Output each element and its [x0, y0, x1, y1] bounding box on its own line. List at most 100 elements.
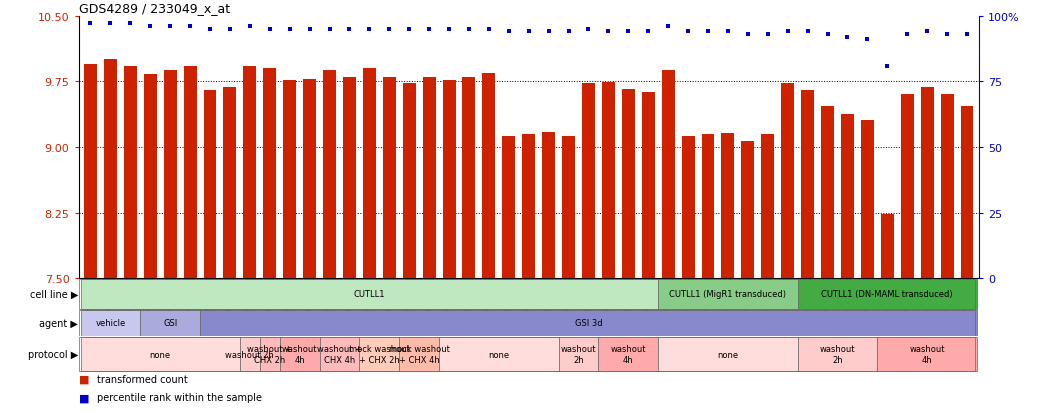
Bar: [140, 310, 200, 336]
Text: ■: ■: [79, 392, 89, 402]
Bar: [240, 337, 260, 371]
Point: [401, 26, 418, 33]
Bar: [423, 78, 436, 279]
Text: washout
4h: washout 4h: [610, 344, 646, 364]
Text: none: none: [488, 350, 510, 358]
Point: [520, 29, 537, 36]
Text: GSI: GSI: [163, 319, 177, 328]
Bar: [900, 95, 914, 279]
Point: [600, 29, 617, 36]
Point: [699, 29, 716, 36]
Bar: [798, 280, 977, 309]
Point: [939, 31, 956, 38]
Point: [341, 26, 358, 33]
Bar: [280, 337, 319, 371]
Bar: [243, 66, 257, 279]
Bar: [359, 337, 399, 371]
Bar: [582, 84, 595, 279]
Text: washout +
CHX 4h: washout + CHX 4h: [317, 344, 362, 364]
Bar: [463, 78, 475, 279]
Bar: [260, 337, 280, 371]
Point: [182, 24, 199, 30]
Bar: [304, 79, 316, 279]
Bar: [659, 280, 798, 309]
Bar: [781, 84, 795, 279]
Text: CUTLL1 (DN-MAML transduced): CUTLL1 (DN-MAML transduced): [822, 290, 953, 299]
Bar: [821, 107, 834, 279]
Point: [262, 26, 279, 33]
Bar: [798, 337, 877, 371]
Bar: [343, 78, 356, 279]
Bar: [223, 88, 237, 279]
Text: washout
2h: washout 2h: [561, 344, 597, 364]
Point: [660, 24, 676, 30]
Bar: [559, 337, 599, 371]
Bar: [283, 81, 296, 279]
Point: [302, 26, 318, 33]
Point: [121, 21, 138, 28]
Text: vehicle: vehicle: [95, 319, 126, 328]
Point: [779, 29, 796, 36]
Bar: [104, 60, 117, 279]
Point: [799, 29, 816, 36]
Bar: [659, 337, 798, 371]
Point: [878, 63, 895, 70]
Point: [162, 24, 179, 30]
Text: mock washout
+ CHX 2h: mock washout + CHX 2h: [349, 344, 409, 364]
Point: [242, 24, 259, 30]
Point: [919, 29, 936, 36]
Bar: [741, 142, 754, 279]
Point: [82, 21, 98, 28]
Bar: [324, 71, 336, 279]
Point: [500, 29, 517, 36]
Bar: [881, 215, 894, 279]
Text: percentile rank within the sample: percentile rank within the sample: [97, 392, 263, 402]
Bar: [642, 93, 654, 279]
Text: washout +
CHX 2h: washout + CHX 2h: [247, 344, 292, 364]
Bar: [143, 75, 157, 279]
Text: GSI 3d: GSI 3d: [575, 319, 602, 328]
Bar: [200, 310, 977, 336]
Bar: [183, 66, 197, 279]
Bar: [81, 310, 140, 336]
Point: [421, 26, 438, 33]
Text: washout 2h: washout 2h: [225, 350, 274, 358]
Bar: [522, 135, 535, 279]
Bar: [483, 74, 495, 279]
Bar: [443, 81, 455, 279]
Bar: [861, 121, 874, 279]
Text: none: none: [150, 350, 171, 358]
Point: [361, 26, 378, 33]
Text: cell line ▶: cell line ▶: [29, 289, 79, 299]
Text: washout
4h: washout 4h: [282, 344, 317, 364]
Bar: [503, 137, 515, 279]
Point: [580, 26, 597, 33]
Bar: [662, 71, 674, 279]
Point: [461, 26, 477, 33]
Bar: [841, 114, 854, 279]
Point: [222, 26, 239, 33]
Point: [819, 31, 836, 38]
Bar: [263, 69, 276, 279]
Bar: [920, 88, 934, 279]
Text: mock washout
+ CHX 4h: mock washout + CHX 4h: [388, 344, 449, 364]
Text: transformed count: transformed count: [97, 374, 188, 384]
Point: [202, 26, 219, 33]
Bar: [960, 107, 974, 279]
Point: [899, 31, 916, 38]
Point: [481, 26, 497, 33]
Point: [739, 31, 756, 38]
Bar: [542, 133, 555, 279]
Bar: [399, 337, 439, 371]
Point: [540, 29, 557, 36]
Bar: [319, 337, 359, 371]
Bar: [363, 69, 376, 279]
Text: CUTLL1 (MigR1 transduced): CUTLL1 (MigR1 transduced): [669, 290, 786, 299]
Bar: [203, 91, 217, 279]
Bar: [163, 71, 177, 279]
Bar: [562, 136, 575, 279]
Bar: [622, 90, 634, 279]
Bar: [877, 337, 977, 371]
Point: [680, 29, 696, 36]
Bar: [81, 337, 240, 371]
